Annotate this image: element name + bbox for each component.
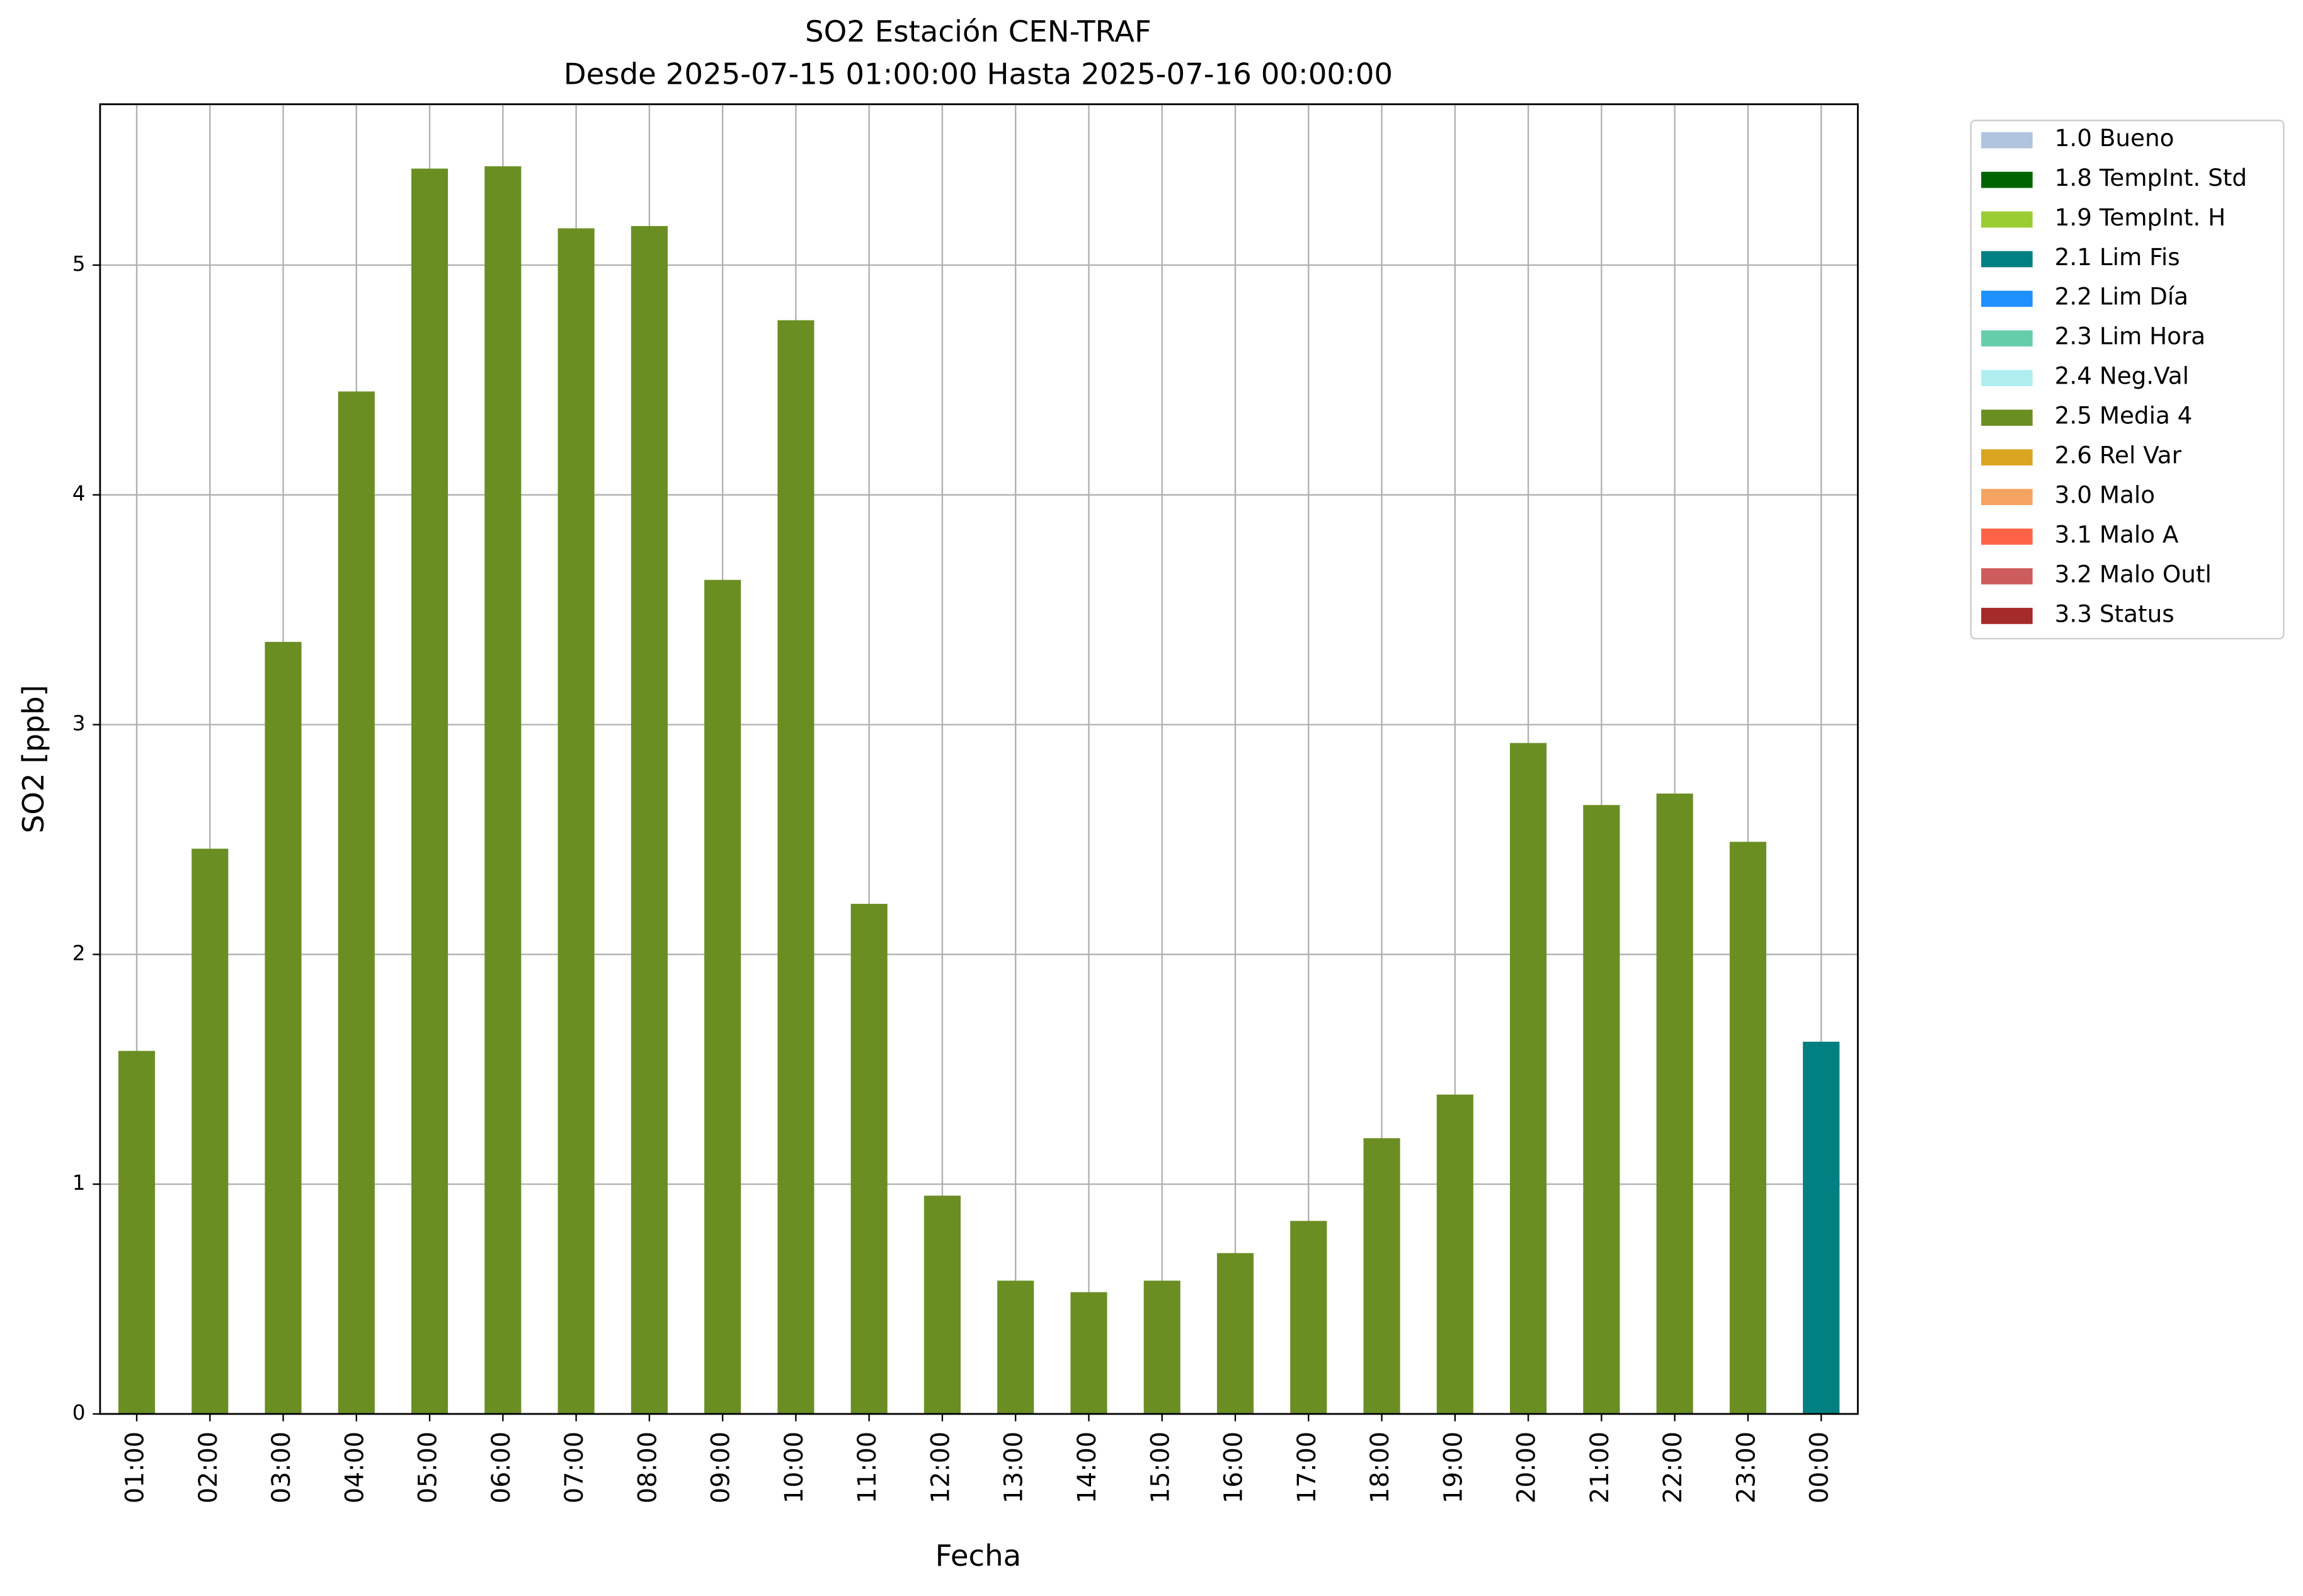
x-axis-label: Fecha <box>935 1539 1022 1573</box>
legend-swatch <box>1981 568 2033 584</box>
legend-label: 3.0 Malo <box>2055 481 2155 508</box>
x-tick-label: 10:00 <box>780 1432 809 1503</box>
legend-swatch <box>1981 608 2033 624</box>
axes: 0 1 2 3 4 5 01:00 02:00 03:00 04:00 05:00 06:00 07:0… <box>72 252 1834 1503</box>
bar <box>704 579 741 1414</box>
y-tick-label: 4 <box>72 482 86 506</box>
legend-label: 2.6 Rel Var <box>2055 441 2182 469</box>
legend-swatch <box>1981 449 2033 465</box>
legend-swatch <box>1981 489 2033 505</box>
x-tick-label: 23:00 <box>1732 1432 1761 1503</box>
x-tick-label: 20:00 <box>1512 1432 1541 1503</box>
y-tick-label: 1 <box>72 1171 86 1195</box>
bar <box>850 904 888 1414</box>
plot-frame <box>99 103 1859 1415</box>
legend-label: 2.1 Lim Fis <box>2055 243 2180 271</box>
legend-swatch <box>1981 251 2033 268</box>
legend-swatch <box>1981 211 2033 228</box>
legend-swatch <box>1981 171 2033 188</box>
bar <box>1803 1041 1840 1414</box>
x-tick-label: 12:00 <box>926 1432 955 1503</box>
x-tick-label: 04:00 <box>340 1432 369 1503</box>
legend-label: 3.3 Status <box>2055 600 2174 627</box>
x-tick-label: 03:00 <box>267 1432 296 1503</box>
legend: 1.0 Bueno 1.8 TempInt. Std 1.9 TempInt. H 2… <box>1981 124 2247 627</box>
bars <box>118 166 1840 1414</box>
bar <box>265 642 302 1414</box>
x-tick-label: 16:00 <box>1220 1432 1249 1503</box>
bar <box>118 1051 156 1414</box>
bar <box>338 391 375 1414</box>
x-tick-label: 22:00 <box>1659 1432 1688 1503</box>
bar <box>191 848 229 1414</box>
bar <box>1510 743 1547 1414</box>
legend-label: 2.3 Lim Hora <box>2055 322 2205 350</box>
chart-subtitle: Desde 2025-07-15 01:00:00 Hasta 2025-07-… <box>564 57 1393 91</box>
x-tick-label: 05:00 <box>414 1432 443 1503</box>
bar <box>631 225 668 1414</box>
legend-swatch <box>1981 132 2033 149</box>
chart-title: SO2 Estación CEN-TRAF <box>805 14 1152 48</box>
x-tick-label: 07:00 <box>560 1432 589 1503</box>
legend-box <box>1970 119 2285 640</box>
y-tick-label: 5 <box>72 252 86 276</box>
x-tick-label: 11:00 <box>853 1432 882 1503</box>
y-tick-label: 2 <box>72 941 86 965</box>
legend-label: 3.1 Malo A <box>2055 520 2179 548</box>
legend-swatch <box>1981 528 2033 545</box>
bar <box>1583 805 1620 1414</box>
x-tick-label: 17:00 <box>1293 1432 1322 1503</box>
y-tick-label: 0 <box>72 1401 86 1425</box>
legend-swatch <box>1981 370 2033 387</box>
bar <box>557 228 595 1414</box>
x-tick-label: 01:00 <box>121 1432 150 1503</box>
y-axis-label: SO2 [ppb] <box>16 685 50 833</box>
bar <box>923 1195 961 1414</box>
legend-swatch <box>1981 290 2033 307</box>
x-tick-label: 06:00 <box>487 1432 516 1503</box>
x-tick-label: 21:00 <box>1586 1432 1614 1503</box>
x-tick-label: 15:00 <box>1146 1432 1175 1503</box>
bar <box>777 320 814 1414</box>
legend-label: 1.0 Bueno <box>2055 124 2174 152</box>
bar <box>484 166 522 1414</box>
bar <box>1436 1094 1473 1414</box>
legend-label: 2.2 Lim Día <box>2055 283 2188 311</box>
bar <box>1363 1138 1400 1414</box>
y-tick-label: 3 <box>72 712 86 736</box>
bar <box>1729 841 1766 1414</box>
bar <box>1656 793 1693 1414</box>
x-tick-label: 14:00 <box>1073 1432 1102 1503</box>
legend-label: 3.2 Malo Outl <box>2055 560 2212 588</box>
x-tick-label: 08:00 <box>633 1432 662 1503</box>
x-tick-label: 00:00 <box>1805 1432 1834 1503</box>
bar <box>1216 1253 1254 1414</box>
legend-swatch <box>1981 330 2033 347</box>
x-tick-label: 18:00 <box>1366 1432 1395 1503</box>
bar <box>1070 1292 1107 1414</box>
bar <box>997 1280 1034 1414</box>
bar <box>411 168 449 1414</box>
bar <box>1290 1221 1327 1414</box>
x-tick-label: 13:00 <box>1000 1432 1029 1503</box>
legend-label: 2.5 Media 4 <box>2055 402 2193 430</box>
x-tick-label: 09:00 <box>707 1432 736 1503</box>
legend-label: 1.9 TempInt. H <box>2055 203 2226 231</box>
x-tick-label: 02:00 <box>194 1432 223 1503</box>
legend-label: 2.4 Neg.Val <box>2055 362 2189 390</box>
legend-label: 1.8 TempInt. Std <box>2055 164 2247 191</box>
x-tick-label: 19:00 <box>1439 1432 1468 1503</box>
bar <box>1143 1280 1180 1414</box>
legend-swatch <box>1981 409 2033 426</box>
